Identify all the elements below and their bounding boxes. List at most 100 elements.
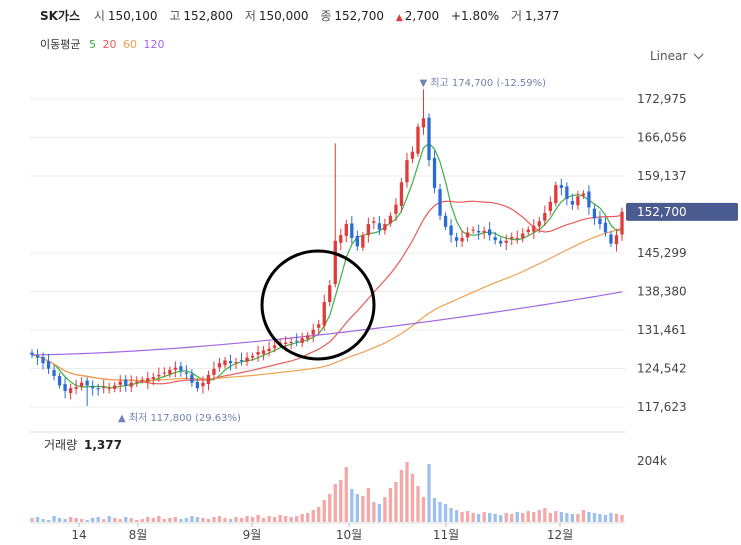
volume-bar [554, 511, 558, 522]
volume-bar [228, 519, 233, 522]
volume-bar [532, 512, 536, 522]
volume-bar [410, 474, 415, 522]
candle-body [30, 352, 34, 355]
volume-bar [576, 514, 580, 522]
volume-bar [162, 519, 166, 522]
candle-body [598, 218, 602, 225]
candle-body [91, 386, 95, 389]
volume-bar [245, 516, 249, 522]
candle-body [295, 340, 299, 342]
volume-bar [223, 518, 227, 522]
candle-body [272, 345, 277, 349]
candle-body [432, 158, 437, 188]
volume-bar [543, 508, 547, 522]
x-tick-label: 11월 [433, 528, 459, 542]
volume-bar [443, 504, 448, 522]
candle-body [388, 215, 393, 224]
volume-bar [107, 516, 111, 522]
annotations: ▼ 최고 174,700 (-12.59%) ▲ 최저 117,800 (29.6… [118, 77, 546, 424]
candles [30, 89, 624, 407]
candle-body [317, 324, 321, 328]
candle-body [68, 388, 73, 393]
volume-bar [388, 488, 393, 522]
volume-bar [427, 464, 431, 522]
candle-body [250, 355, 255, 358]
candle-body [350, 223, 354, 238]
moving-average-lines [31, 142, 623, 389]
high-value: 152,800 [183, 9, 234, 23]
candle-body [438, 189, 442, 216]
volume-bar [322, 500, 326, 522]
volume-bar [587, 512, 591, 522]
current-price-label: 152,700 [637, 205, 687, 219]
volume-bar [261, 518, 266, 522]
volume-bar [63, 519, 67, 522]
volume-bar [421, 497, 426, 522]
candle-body [410, 151, 415, 159]
change-arrow-icon: ▲ [395, 13, 403, 23]
candle-body [355, 235, 359, 247]
volume-label: 거 [510, 9, 523, 23]
volume-bar [559, 512, 563, 522]
volume-bar [52, 516, 56, 522]
ma-120: 120 [143, 38, 165, 51]
volume-bar [620, 515, 624, 522]
moving-average-legend[interactable]: 이동평균 5 20 60 120 [40, 36, 169, 52]
volume-bar [124, 517, 128, 522]
volume-bar [515, 512, 519, 522]
current-price-tag [626, 202, 738, 221]
candle-body [135, 381, 139, 383]
volume-bar [311, 510, 315, 522]
candle-body [289, 342, 293, 344]
volume-bar [140, 519, 144, 522]
candle-body [344, 224, 348, 236]
candle-body [471, 229, 475, 231]
volume-bar [135, 520, 139, 522]
x-tick-label: 10월 [336, 528, 362, 542]
open-label: 시 [93, 9, 105, 23]
volume-bar [614, 514, 619, 522]
volume-bar [581, 510, 586, 522]
candle-body [63, 384, 67, 391]
volume-bar [471, 513, 475, 522]
candle-body [333, 240, 337, 284]
candle-body [548, 201, 552, 211]
volume-bar [333, 484, 337, 522]
candle-body [179, 366, 183, 371]
volume-bar [438, 502, 442, 522]
candle-body [416, 126, 420, 154]
candle-body [482, 230, 486, 233]
scale-select-button[interactable]: Linear [650, 49, 704, 63]
candle-body [173, 367, 178, 370]
candle-body [107, 388, 111, 390]
candle-body [476, 230, 481, 233]
volume-bar [201, 518, 205, 522]
close-value: 152,700 [334, 9, 385, 23]
volume-bar [146, 517, 150, 522]
ma-line-5 [31, 142, 623, 389]
volume-bar [190, 516, 194, 522]
ma-5: 5 [88, 38, 96, 51]
volume-bar [272, 517, 277, 522]
y-tick-label: 124,542 [637, 362, 687, 376]
volume-bar [460, 512, 464, 522]
candle-body [603, 222, 608, 233]
y-tick-label: 145,299 [637, 246, 687, 260]
candle-body [460, 237, 464, 242]
candle-body [190, 374, 194, 383]
candle-body [488, 229, 492, 236]
candle-body [212, 368, 216, 375]
candle-body [118, 381, 122, 385]
volume-bar [405, 462, 409, 522]
volume-bar [129, 518, 133, 522]
volume-bar [366, 488, 371, 522]
candle-body [168, 369, 172, 374]
volume-bar [35, 517, 40, 522]
candle-body [465, 232, 470, 238]
candle-body [576, 196, 580, 206]
volume-bar [79, 519, 84, 522]
volume-bar [339, 480, 343, 522]
y-axis: 117,623 124,542 131,461 138,380 145,299 152,7… [626, 92, 738, 414]
volume-bar [151, 518, 155, 522]
